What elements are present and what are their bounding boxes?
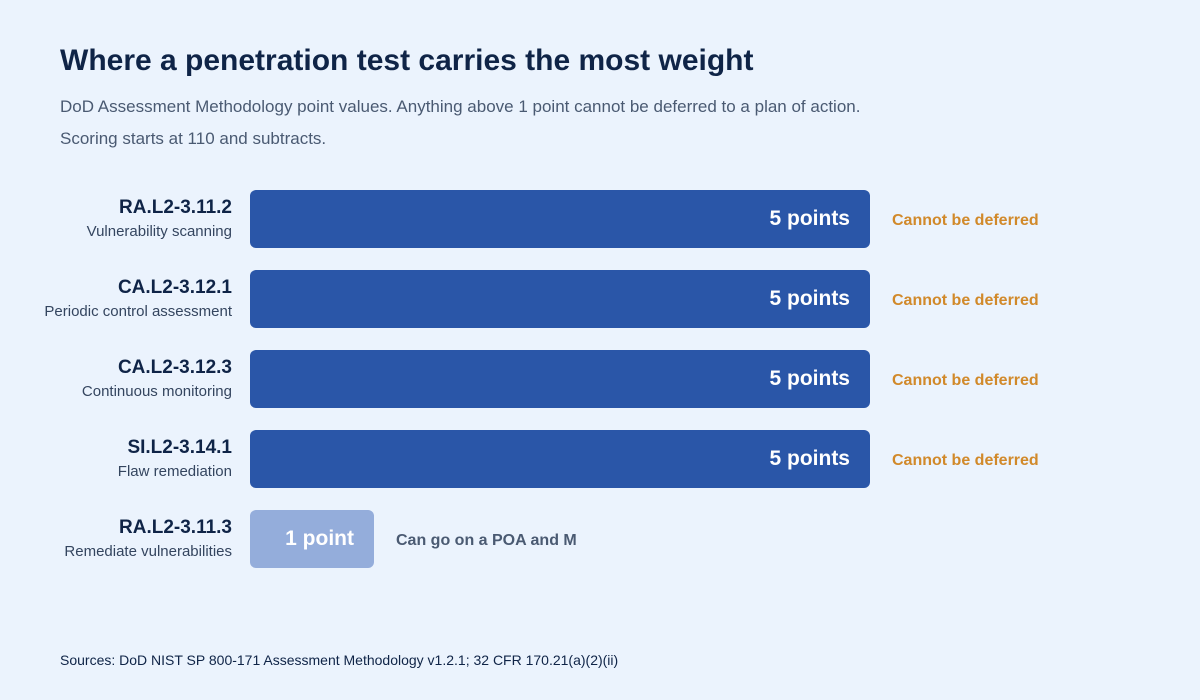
control-id-label: CA.L2-3.12.1	[117, 277, 232, 298]
bar-value-label: 1 point	[285, 527, 354, 550]
status-label: Can go on a POA and M	[396, 532, 577, 549]
bar-value-label: 5 points	[769, 207, 850, 230]
sources-note: Sources: DoD NIST SP 800-171 Assessment …	[60, 652, 619, 668]
bar: 5 points	[250, 350, 870, 408]
category-label: RA.L2-3.11.3 Remediate vulnerabilities	[64, 517, 232, 562]
category-label: SI.L2-3.14.1 Flaw remediation	[118, 437, 232, 482]
bar: 5 points	[250, 430, 870, 488]
control-id-label: CA.L2-3.12.3	[117, 357, 232, 378]
category-label: CA.L2-3.12.3 Continuous monitoring	[82, 357, 232, 402]
bar: 5 points	[250, 190, 870, 248]
category-label: CA.L2-3.12.1 Periodic control assessment	[44, 277, 232, 322]
bar-row: RA.L2-3.11.2 Vulnerability scanning 5 poin…	[0, 190, 1200, 248]
status-label: Cannot be deferred	[892, 212, 1039, 229]
category-label: RA.L2-3.11.2 Vulnerability scanning	[87, 197, 232, 242]
status-label: Cannot be deferred	[892, 452, 1039, 469]
control-name-label: Vulnerability scanning	[86, 223, 232, 240]
bar-value-label: 5 points	[769, 287, 850, 310]
chart-subtitle-line-1: DoD Assessment Methodology point values.…	[60, 97, 861, 116]
bar-row: CA.L2-3.12.3 Continuous monitoring 5 point…	[0, 350, 1200, 408]
bar-row: RA.L2-3.11.3 Remediate vulnerabilities 1 p…	[0, 510, 1200, 568]
status-label: Cannot be deferred	[892, 372, 1039, 389]
bar: 1 point	[250, 510, 374, 568]
control-id-label: SI.L2-3.14.1	[127, 437, 232, 458]
chart-title: Where a penetration test carries the mos…	[60, 44, 754, 77]
status-label: Cannot be deferred	[892, 292, 1039, 309]
bar: 5 points	[250, 270, 870, 328]
control-name-label: Remediate vulnerabilities	[64, 543, 232, 560]
control-name-label: Continuous monitoring	[81, 383, 232, 400]
chart-subtitle-line-2: Scoring starts at 110 and subtracts.	[60, 129, 327, 148]
control-id-label: RA.L2-3.11.2	[119, 197, 232, 218]
bar-row: CA.L2-3.12.1 Periodic control assessment 5…	[0, 270, 1200, 328]
control-name-label: Flaw remediation	[117, 463, 232, 480]
bar-row: SI.L2-3.14.1 Flaw remediation 5 points Cann…	[0, 430, 1200, 488]
control-name-label: Periodic control assessment	[44, 303, 232, 320]
control-id-label: RA.L2-3.11.3	[119, 517, 232, 538]
bar-value-label: 5 points	[769, 367, 850, 390]
bar-value-label: 5 points	[769, 447, 850, 470]
